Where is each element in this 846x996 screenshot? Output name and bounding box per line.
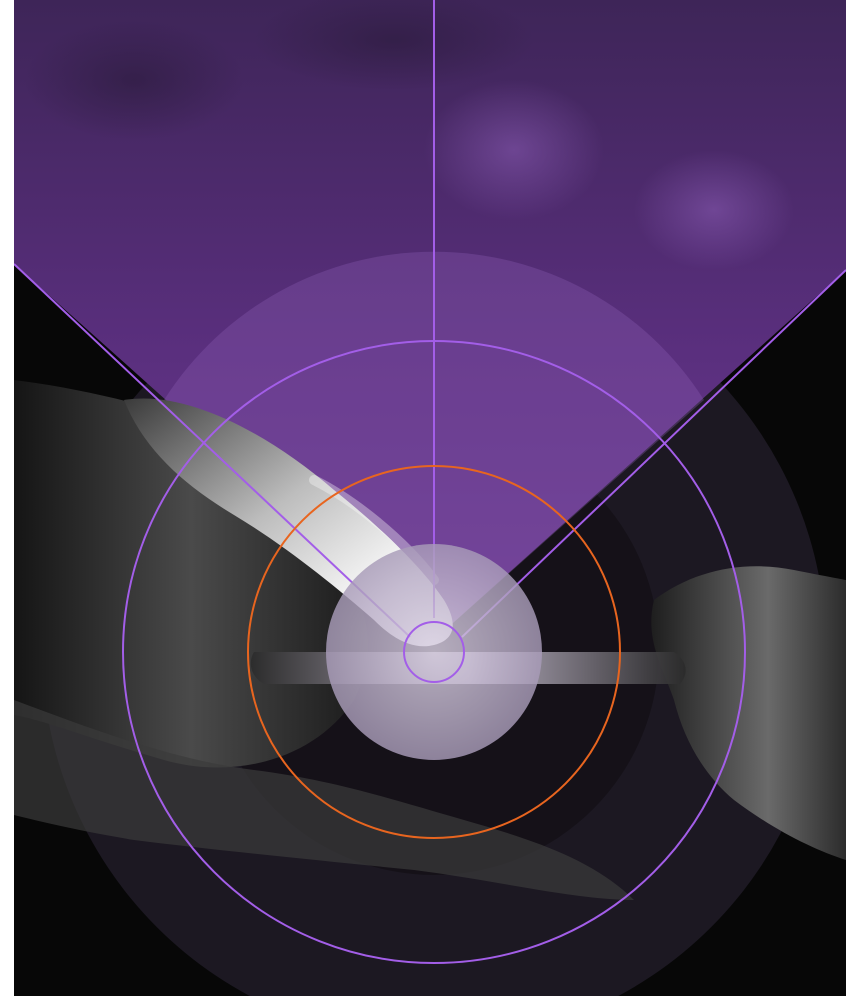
- haze-dark-blob: [24, 20, 244, 140]
- outer-purple-ring: [122, 340, 746, 964]
- right-hand: [651, 566, 846, 860]
- artwork: [14, 0, 846, 996]
- haze-dark-blob: [254, 0, 534, 90]
- center-disc: [326, 544, 542, 760]
- touch-point-ring: [403, 621, 465, 683]
- illustration-svg: [14, 0, 846, 996]
- orange-ring: [247, 465, 621, 839]
- haze-light-blob: [634, 150, 794, 270]
- haze-light-blob: [424, 80, 604, 220]
- cone-edge-left: [14, 263, 411, 638]
- lower-hand: [14, 700, 634, 900]
- cone-edge-right: [461, 269, 846, 638]
- purple-haze: [14, 0, 846, 640]
